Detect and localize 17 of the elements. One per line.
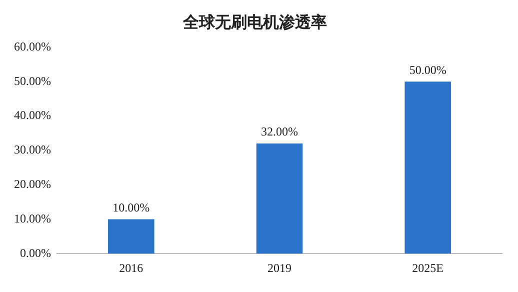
- chart-title: 全球无刷电机渗透率: [182, 12, 327, 32]
- x-tick-label: 2025E: [412, 260, 444, 275]
- data-label: 10.00%: [112, 200, 150, 214]
- data-label: 32.00%: [261, 124, 298, 139]
- data-label: 50.00%: [409, 62, 446, 77]
- x-tick-label: 2016: [119, 260, 144, 275]
- y-tick-label: 50.00%: [14, 74, 51, 88]
- y-tick-label: 30.00%: [14, 142, 51, 157]
- bar: [404, 82, 451, 254]
- bar: [108, 219, 154, 254]
- bar: [256, 144, 303, 254]
- y-tick-label: 0.00%: [20, 246, 51, 260]
- y-tick-label: 60.00%: [14, 39, 51, 54]
- y-tick-label: 20.00%: [14, 176, 51, 191]
- y-tick-label: 10.00%: [14, 211, 51, 226]
- x-tick-label: 2019: [268, 260, 292, 275]
- y-tick-label: 40.00%: [14, 108, 51, 122]
